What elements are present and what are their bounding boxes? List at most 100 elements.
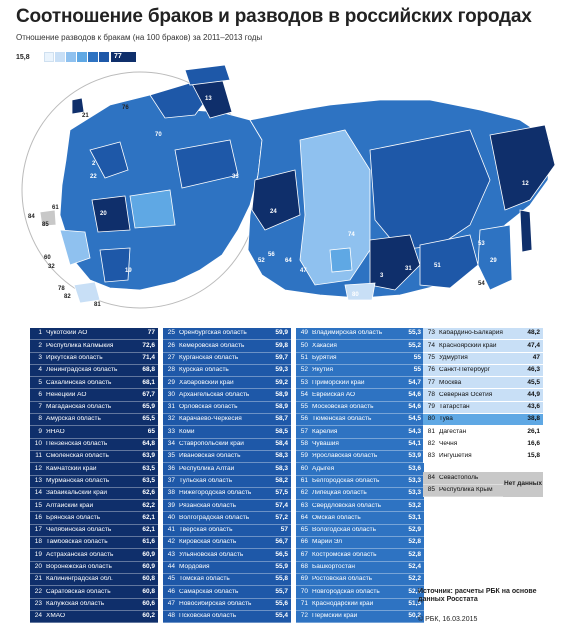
region-name-cell: Ульяновская область — [179, 551, 244, 558]
value-cell: 55 — [413, 366, 421, 374]
map-labels: 13 76 21 12 24 33 74 3 31 51 29 53 54 80… — [28, 96, 529, 308]
rank-cell: 33 — [167, 427, 175, 435]
rank-cell: 67 — [300, 550, 308, 558]
map-label: 22 — [90, 174, 97, 180]
map-region — [419, 234, 479, 289]
value-cell: 48,2 — [527, 329, 540, 337]
rank-cell: 65 — [300, 526, 308, 534]
region-name-cell: Ивановская область — [179, 453, 241, 460]
value-cell: 57,4 — [275, 501, 288, 509]
map-label: 13 — [205, 96, 212, 102]
value-cell: 54,5 — [408, 415, 421, 423]
value-cell: 54,3 — [408, 427, 421, 435]
value-cell: 58,9 — [275, 403, 288, 411]
table-row: 60 Адыгея 53,6 — [296, 463, 424, 476]
nodata-label: Нет данных — [504, 480, 542, 488]
rank-cell: 41 — [167, 526, 175, 534]
table-row: 29 Хабаровский край 59,2 — [163, 377, 291, 390]
value-cell: 60,8 — [142, 587, 155, 595]
table-row: 32 Карачаево-Черкесия 58,7 — [163, 414, 291, 427]
value-cell: 47,4 — [527, 341, 540, 349]
region-name-cell: Оренбургская область — [179, 330, 247, 337]
value-cell: 54,6 — [408, 403, 421, 411]
value-cell: 55,6 — [275, 599, 288, 607]
region-name-cell: Тува — [439, 416, 453, 423]
rank-cell: 24 — [34, 612, 42, 620]
region-name-cell: Ингушетия — [439, 453, 472, 460]
table-row: 6 Ненецкий АО 67,7 — [30, 389, 158, 402]
region-name-cell: Владимирская область — [312, 330, 383, 337]
rank-cell: 11 — [35, 452, 42, 460]
value-cell: 60,6 — [142, 599, 155, 607]
value-cell: 26,1 — [527, 427, 540, 435]
table-row: 73 Кабардино-Балкария 48,2 — [423, 328, 543, 341]
region-name-cell: Забайкальский край — [46, 490, 108, 497]
value-cell: 60,9 — [142, 550, 155, 558]
value-cell: 72,6 — [142, 341, 155, 349]
region-name-cell: Кабардино-Балкария — [439, 330, 503, 337]
table-row: 61 Белгородская область 53,3 — [296, 476, 424, 488]
table-row: 26 Кемеровская область 59,8 — [163, 340, 291, 353]
region-name-cell: Тамбовская область — [46, 539, 108, 546]
region-name-cell: Марий Эл — [312, 539, 343, 546]
table-row: 36 Республика Алтай 58,3 — [163, 463, 291, 476]
rank-cell: 16 — [34, 513, 42, 521]
rank-cell: 56 — [300, 415, 308, 423]
value-cell: 55,3 — [408, 329, 421, 337]
rank-cell: 4 — [38, 366, 42, 374]
table-row: 41 Тверская область 57 — [163, 525, 291, 538]
value-cell: 62,1 — [142, 526, 155, 534]
russia-map: 13 76 21 12 24 33 74 3 31 51 29 53 54 80… — [21, 64, 556, 309]
map-label: 81 — [94, 302, 101, 308]
rank-cell: 34 — [167, 440, 175, 448]
map-label: 80 — [352, 292, 359, 298]
value-cell: 60,2 — [142, 612, 155, 620]
value-cell: 50,2 — [408, 612, 421, 620]
rank-cell: 80 — [427, 415, 435, 423]
rank-cell: 21 — [34, 575, 42, 583]
map-label: 60 — [44, 255, 51, 261]
legend-swatch — [66, 52, 76, 62]
table-row: 2 Республика Калмыкия 72,6 — [30, 340, 158, 353]
ranking-column-3: 49 Владимирская область 55,3 50 Хакасия 55,2 5… — [296, 328, 424, 624]
value-cell: 62,6 — [142, 489, 155, 497]
table-row: 55 Московская область 54,6 — [296, 402, 424, 415]
region-name-cell: Омская область — [312, 514, 361, 521]
region-name-cell: Вологодская область — [312, 527, 377, 534]
rank-cell: 5 — [38, 378, 42, 386]
table-row: 35 Ивановская область 58,3 — [163, 451, 291, 464]
region-name-cell: Ярославская область — [312, 453, 378, 460]
value-cell: 68,8 — [142, 366, 155, 374]
table-row: 37 Тульская область 58,2 — [163, 476, 291, 488]
table-row: 68 Башкортостан 52,4 — [296, 562, 424, 574]
region-name-cell: Иркутская область — [46, 354, 103, 361]
rank-cell: 7 — [38, 403, 42, 411]
rank-cell: 83 — [427, 452, 435, 460]
value-cell: 52,8 — [408, 538, 421, 546]
ranking-column-1: 1 Чукотский АО 77 2 Республика Калмыкия 72,6 3… — [30, 328, 158, 624]
table-row: 47 Новосибирская область 55,6 — [163, 599, 291, 611]
legend-swatch — [77, 52, 87, 62]
table-row: 67 Костромская область 52,8 — [296, 549, 424, 562]
rank-cell: 61 — [300, 476, 308, 484]
value-cell: 15,8 — [527, 452, 540, 460]
copyright: © РБК, 16.03.2015 — [418, 616, 478, 623]
region-name-cell: Воронежская область — [46, 564, 112, 571]
table-row: 16 Брянская область 62,1 — [30, 512, 158, 525]
region-name-cell: Липецкая область — [312, 490, 367, 497]
map-region — [99, 247, 131, 283]
value-cell: 63,9 — [142, 452, 155, 460]
table-row: 8 Амурская область 65,5 — [30, 414, 158, 427]
map-region — [369, 234, 421, 291]
map-label: 61 — [52, 205, 59, 211]
rank-cell: 72 — [300, 612, 308, 620]
color-legend: 15,8 77 — [16, 51, 136, 63]
rank-cell: 55 — [300, 403, 308, 411]
rank-cell: 18 — [34, 538, 42, 546]
table-row: 75 Удмуртия 47 — [423, 353, 543, 365]
value-cell: 58,3 — [275, 464, 288, 472]
value-cell: 55,7 — [275, 587, 288, 595]
region-name-cell: Свердловская область — [312, 502, 382, 509]
table-row: 77 Москва 45,5 — [423, 377, 543, 390]
table-row: 23 Калужская область 60,6 — [30, 599, 158, 611]
